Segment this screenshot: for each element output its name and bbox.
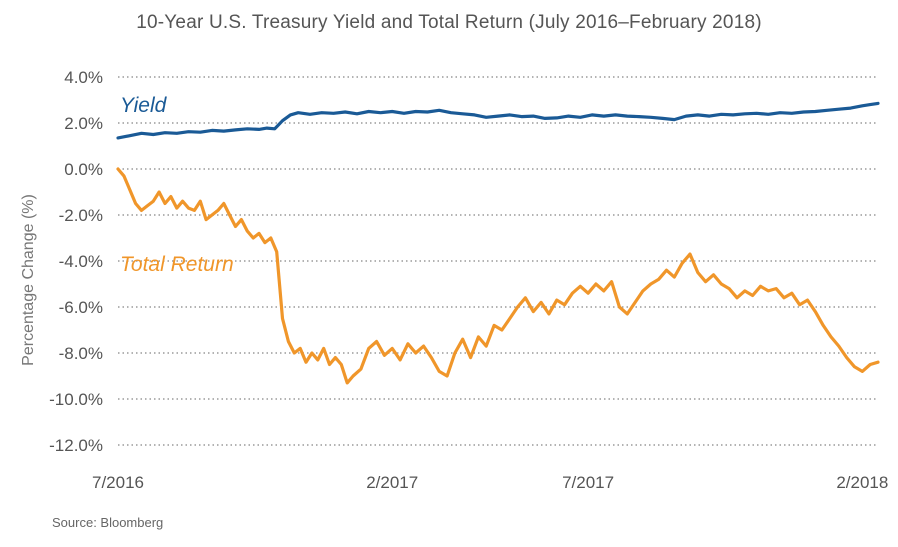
y-tick-label: -10.0% <box>49 390 103 409</box>
y-tick-label: 2.0% <box>64 114 103 133</box>
yield-series-label: Yield <box>120 94 168 117</box>
y-axis-title: Percentage Change (%) <box>20 194 37 366</box>
y-tick-label: -2.0% <box>59 206 103 225</box>
y-tick-label: 4.0% <box>64 68 103 87</box>
y-tick-label: -12.0% <box>49 436 103 455</box>
x-tick-label: 7/2016 <box>92 473 144 492</box>
x-tick-label: 7/2017 <box>562 473 614 492</box>
y-tick-label: -4.0% <box>59 252 103 271</box>
y-tick-label: 0.0% <box>64 160 103 179</box>
source-note: Source: Bloomberg <box>52 515 164 530</box>
gridlines <box>118 76 878 446</box>
yield-series-line <box>116 101 880 140</box>
y-tick-label: -6.0% <box>59 298 103 317</box>
y-tick-label: -8.0% <box>59 344 103 363</box>
chart-title: 10-Year U.S. Treasury Yield and Total Re… <box>136 12 762 33</box>
x-tick-label: 2/2017 <box>366 473 418 492</box>
x-tick-label: 2/2018 <box>836 473 888 492</box>
total-return-series-line <box>116 167 880 385</box>
series-lines <box>116 101 880 385</box>
total-return-series-label: Total Return <box>120 253 234 276</box>
y-axis-ticks: 4.0% 2.0% 0.0% -2.0% -4.0% -6.0% -8.0% -10.0% -1… <box>49 68 103 455</box>
x-axis-ticks: 7/2016 2/2017 7/2017 2/2018 <box>92 473 888 492</box>
